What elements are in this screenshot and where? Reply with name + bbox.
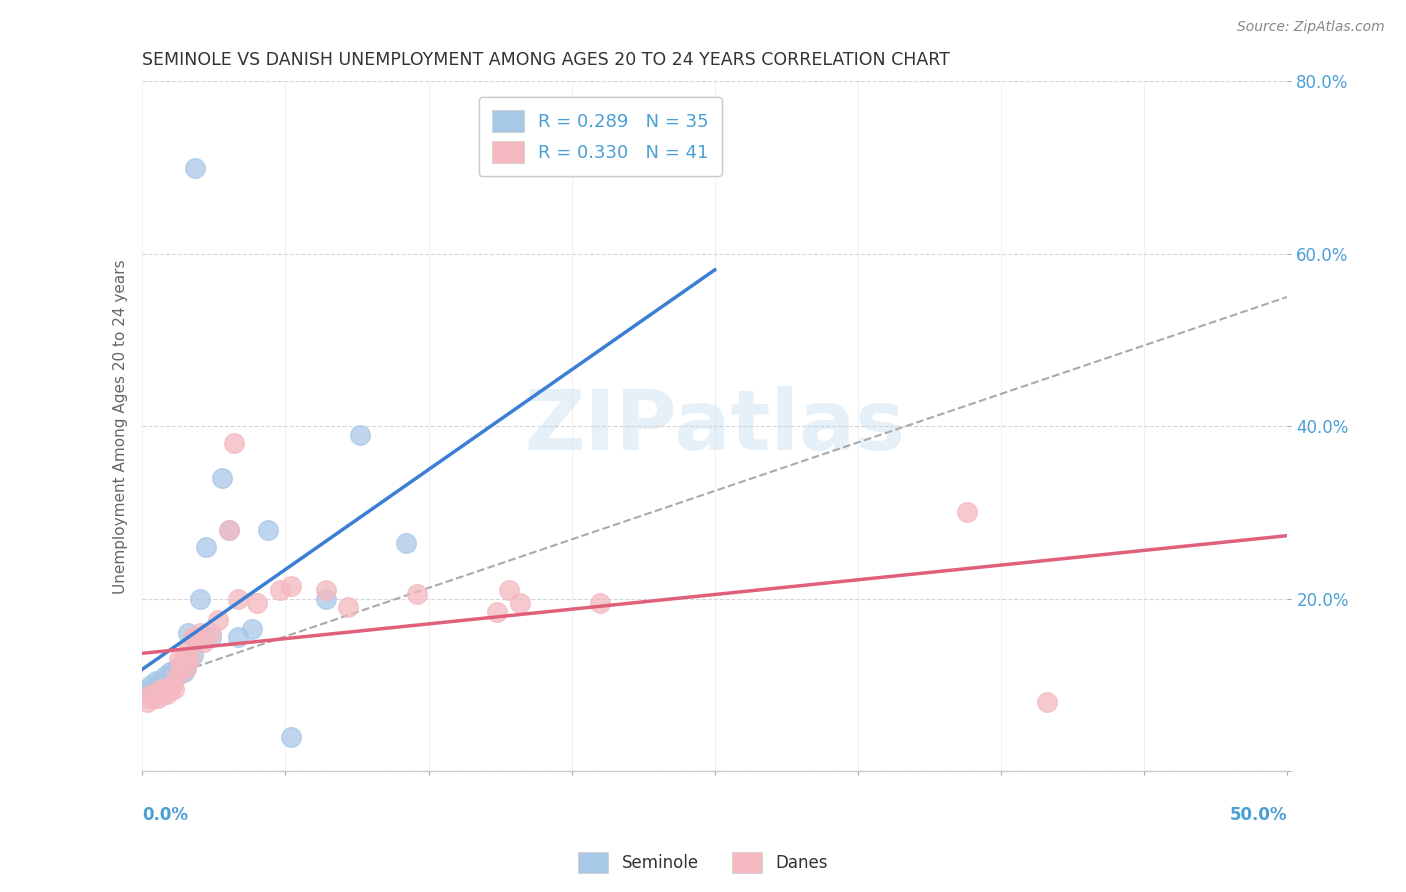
Point — [152, 678, 174, 692]
Point — [163, 669, 186, 683]
Point — [145, 687, 167, 701]
Point — [149, 682, 172, 697]
Text: 50.0%: 50.0% — [1230, 805, 1288, 823]
Point — [166, 669, 188, 683]
Point — [184, 631, 207, 645]
Point — [200, 631, 222, 645]
Point — [148, 678, 170, 692]
Legend: R = 0.289   N = 35, R = 0.330   N = 41: R = 0.289 N = 35, R = 0.330 N = 41 — [479, 97, 721, 176]
Point — [174, 661, 197, 675]
Point — [155, 669, 177, 683]
Point — [228, 591, 250, 606]
Point — [181, 648, 204, 662]
Point — [486, 605, 509, 619]
Point — [142, 690, 165, 705]
Point — [207, 613, 229, 627]
Point — [156, 678, 179, 692]
Point — [218, 523, 240, 537]
Point — [257, 523, 280, 537]
Point — [280, 730, 302, 744]
Point — [179, 652, 201, 666]
Text: Source: ZipAtlas.com: Source: ZipAtlas.com — [1237, 20, 1385, 34]
Point — [142, 682, 165, 697]
Point — [163, 682, 186, 697]
Point — [177, 626, 200, 640]
Point — [155, 682, 177, 697]
Point — [589, 596, 612, 610]
Point — [160, 678, 183, 692]
Point — [174, 661, 197, 675]
Legend: Seminole, Danes: Seminole, Danes — [571, 846, 835, 880]
Point — [240, 622, 263, 636]
Point — [156, 687, 179, 701]
Point — [166, 661, 188, 675]
Point — [138, 682, 160, 697]
Point — [222, 436, 245, 450]
Point — [155, 673, 177, 688]
Point — [498, 583, 520, 598]
Point — [170, 661, 193, 675]
Point — [159, 669, 181, 683]
Text: SEMINOLE VS DANISH UNEMPLOYMENT AMONG AGES 20 TO 24 YEARS CORRELATION CHART: SEMINOLE VS DANISH UNEMPLOYMENT AMONG AG… — [142, 51, 950, 69]
Point — [211, 471, 233, 485]
Point — [1036, 695, 1059, 709]
Point — [315, 591, 337, 606]
Point — [159, 682, 181, 697]
Point — [173, 665, 195, 679]
Point — [280, 579, 302, 593]
Y-axis label: Unemployment Among Ages 20 to 24 years: Unemployment Among Ages 20 to 24 years — [114, 259, 128, 593]
Point — [170, 661, 193, 675]
Point — [269, 583, 291, 598]
Point — [135, 687, 157, 701]
Point — [138, 690, 160, 705]
Point — [193, 635, 215, 649]
Point — [956, 506, 979, 520]
Point — [160, 673, 183, 688]
Point — [149, 673, 172, 688]
Point — [509, 596, 531, 610]
Point — [188, 626, 211, 640]
Point — [159, 665, 181, 679]
Point — [188, 591, 211, 606]
Point — [395, 535, 418, 549]
Point — [145, 673, 167, 688]
Point — [200, 626, 222, 640]
Point — [141, 678, 163, 692]
Point — [148, 690, 170, 705]
Point — [337, 600, 360, 615]
Point — [152, 687, 174, 701]
Point — [195, 540, 218, 554]
Text: ZIPatlas: ZIPatlas — [524, 385, 905, 467]
Point — [135, 695, 157, 709]
Point — [184, 161, 207, 175]
Text: 0.0%: 0.0% — [142, 805, 188, 823]
Point — [349, 428, 371, 442]
Point — [167, 652, 190, 666]
Point — [218, 523, 240, 537]
Point — [228, 631, 250, 645]
Point — [173, 652, 195, 666]
Point — [181, 631, 204, 645]
Point — [315, 583, 337, 598]
Point — [141, 687, 163, 701]
Point — [406, 587, 429, 601]
Point — [167, 665, 190, 679]
Point — [246, 596, 269, 610]
Point — [177, 643, 200, 657]
